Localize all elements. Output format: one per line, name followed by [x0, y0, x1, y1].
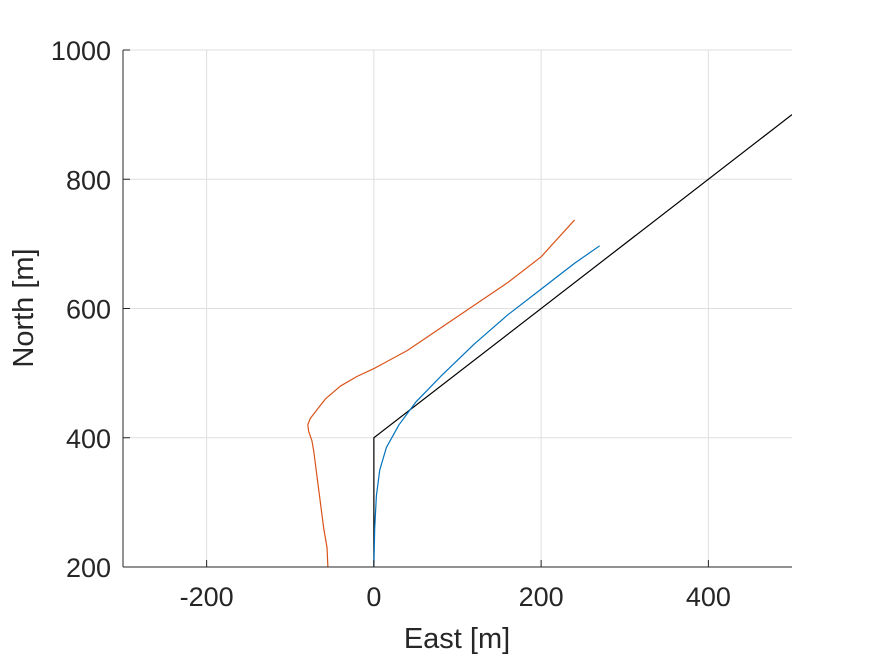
y-axis-title: North [m]	[8, 248, 40, 367]
x-axis-title: East [m]	[404, 623, 510, 655]
x-tick-label: 400	[686, 582, 731, 612]
y-tick-label: 800	[66, 165, 111, 195]
x-tick-label: 200	[519, 582, 564, 612]
y-tick-label: 1000	[51, 36, 111, 66]
y-tick-label: 400	[66, 424, 111, 454]
series-layer	[307, 114, 792, 567]
series-line-3	[307, 219, 576, 567]
y-tick-label: 600	[66, 295, 111, 325]
grid-layer	[123, 49, 792, 568]
y-tick-label: 200	[66, 553, 111, 583]
tick-label-layer: -200 0 200 400 200 400 600 800 1000	[51, 36, 731, 612]
x-tick-label: -200	[180, 582, 234, 612]
series-line-1	[373, 114, 792, 567]
series-line-2	[373, 245, 601, 567]
x-tick-label: 0	[366, 582, 381, 612]
axes-layer	[122, 49, 792, 568]
